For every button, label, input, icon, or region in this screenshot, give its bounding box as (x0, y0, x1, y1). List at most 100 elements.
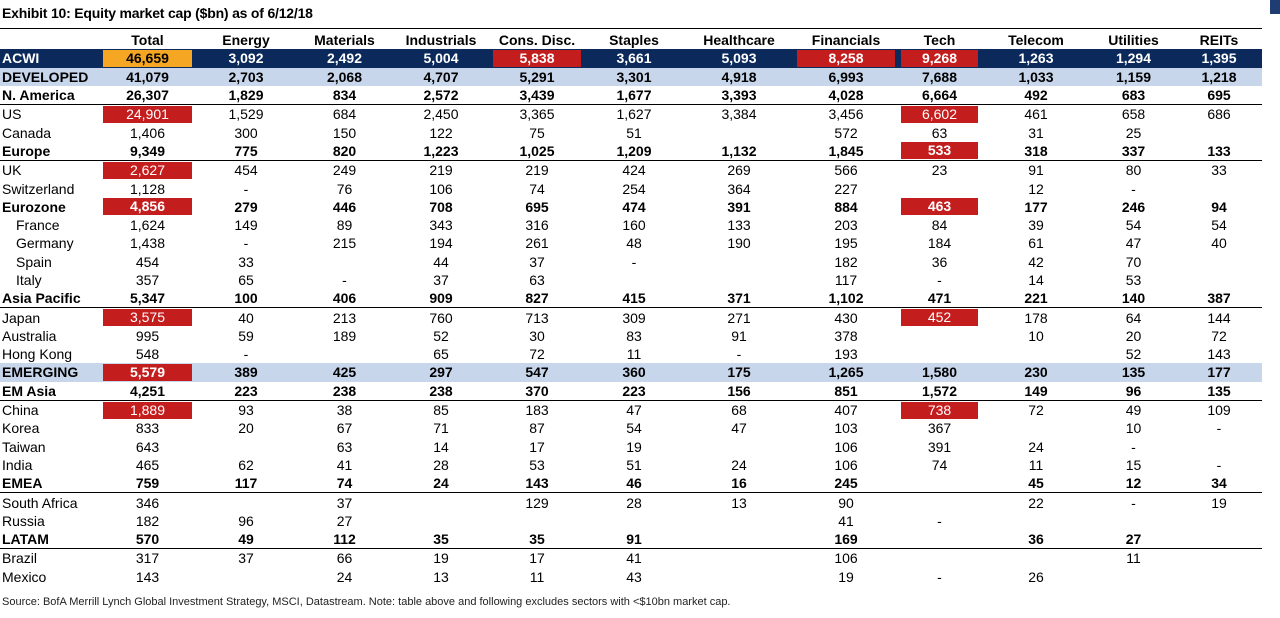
table-cell: 62 (238, 456, 254, 473)
table-cell: 1,223 (423, 142, 459, 159)
table-cell (584, 512, 684, 530)
table-cell: 11 (1028, 456, 1044, 473)
table-cell: 337 (1121, 142, 1146, 159)
table-cell: 106 (834, 438, 858, 455)
table-row: Switzerland 1,128 - 76 106 74 254 364 227 12 - (0, 179, 1262, 197)
table-cell: 106 (834, 456, 858, 473)
table-cell: 70 (1125, 253, 1142, 270)
table-cell: 54 (1211, 217, 1227, 234)
table-cell: 378 (834, 327, 858, 344)
table-cell: 572 (834, 124, 858, 141)
table-cell: 87 (529, 420, 545, 437)
table-cell: - (631, 253, 637, 270)
table-cell: 851 (834, 382, 858, 399)
table-cell: 15 (1125, 456, 1142, 473)
table-cell: 37 (297, 492, 392, 512)
row-label: DEVELOPED (0, 67, 100, 86)
table-cell: 72 (529, 346, 545, 363)
table-cell: 149 (1024, 382, 1048, 399)
table-cell: 834 (332, 87, 357, 104)
table-cell (981, 512, 1091, 530)
table-cell: 3,301 (584, 67, 684, 86)
table-cell: 227 (834, 180, 858, 197)
header-blank (0, 31, 100, 49)
table-cell: 122 (429, 124, 453, 141)
table-cell: 6,664 (921, 87, 958, 104)
table-cell: 53 (529, 456, 545, 473)
column-header: Energy (222, 32, 270, 49)
table-row: Mexico 143 24 13 11 43 19 - 26 (0, 568, 1262, 586)
table-row: France 1,624 149 89 343 316 160 133 203 84 39 54 54 (0, 216, 1262, 234)
table-cell: 309 (584, 307, 684, 327)
table-cell: 1,624 (129, 217, 166, 234)
column-header: Materials (314, 32, 375, 49)
table-cell (1176, 512, 1262, 530)
column-header: REITs (1199, 32, 1239, 49)
table-cell: 135 (1091, 363, 1176, 382)
table-cell: 17 (490, 548, 584, 568)
table-cell: 14 (1028, 272, 1044, 288)
row-label: Europe (2, 142, 51, 159)
column-header: Tech (923, 32, 956, 49)
table-cell: 3,439 (519, 87, 555, 104)
table-cell: 909 (429, 290, 453, 307)
source-note: Source: BofA Merrill Lynch Global Invest… (2, 596, 731, 608)
table-cell: 54 (1125, 217, 1142, 234)
table-cell: 1,294 (1091, 49, 1176, 68)
table-cell (898, 474, 981, 493)
table-cell: 3,575 (100, 307, 195, 327)
table-cell: 47 (1125, 235, 1142, 252)
table-cell: 13 (433, 568, 449, 585)
table-cell: 1,529 (195, 104, 297, 124)
table-cell: 74 (529, 180, 545, 197)
table-cell: 1,033 (981, 67, 1091, 86)
table-cell: 189 (332, 327, 357, 344)
table-cell: 346 (100, 492, 195, 512)
table-cell: 249 (297, 160, 392, 180)
table-cell: 45 (1028, 475, 1044, 492)
table-cell: 109 (1176, 399, 1262, 420)
table-cell: 367 (927, 420, 952, 437)
table-cell: 54 (626, 420, 642, 437)
table-cell: 713 (490, 307, 584, 327)
highlighted-value: 6,602 (901, 105, 978, 123)
table-cell: 1,263 (981, 49, 1091, 68)
table-cell (392, 492, 490, 512)
row-label: Eurozone (2, 198, 66, 215)
table-cell: 471 (927, 290, 952, 307)
table-cell (1176, 568, 1262, 586)
table-row: Russia 182 96 27 41 - (0, 512, 1262, 530)
table-cell: 245 (834, 475, 858, 492)
table-cell: 182 (834, 253, 858, 270)
table-cell: 465 (135, 456, 160, 473)
row-label: South Africa (0, 492, 100, 512)
table-cell: 1,209 (616, 142, 652, 159)
table-cell: 13 (684, 492, 794, 512)
table-cell: 223 (234, 382, 258, 399)
table-cell: 2,068 (297, 67, 392, 86)
table-cell: 143 (135, 568, 160, 585)
table-cell: 3,384 (684, 104, 794, 124)
table-cell: 5,004 (392, 49, 490, 68)
table-cell: 246 (1121, 198, 1146, 215)
table-cell: 317 (100, 548, 195, 568)
table-cell: 658 (1091, 104, 1176, 124)
table-cell (1176, 179, 1262, 197)
column-header: Total (131, 32, 164, 49)
table-cell: 7,688 (898, 67, 981, 86)
table-cell: 66 (297, 548, 392, 568)
table-cell (684, 548, 794, 568)
table-cell: 48 (626, 235, 642, 252)
table-cell: 36 (1028, 531, 1044, 548)
table-cell: - (937, 568, 942, 585)
table-cell: 129 (490, 492, 584, 512)
table-cell: 80 (1091, 160, 1176, 180)
highlighted-value: 46,659 (103, 49, 192, 67)
table-cell: - (243, 180, 249, 197)
column-header: Industrials (405, 32, 477, 49)
table-cell: 156 (727, 382, 751, 399)
table-cell: 84 (931, 217, 948, 234)
table-cell: 183 (490, 399, 584, 420)
highlighted-value: 24,901 (103, 105, 192, 123)
table-cell: 195 (834, 235, 858, 252)
